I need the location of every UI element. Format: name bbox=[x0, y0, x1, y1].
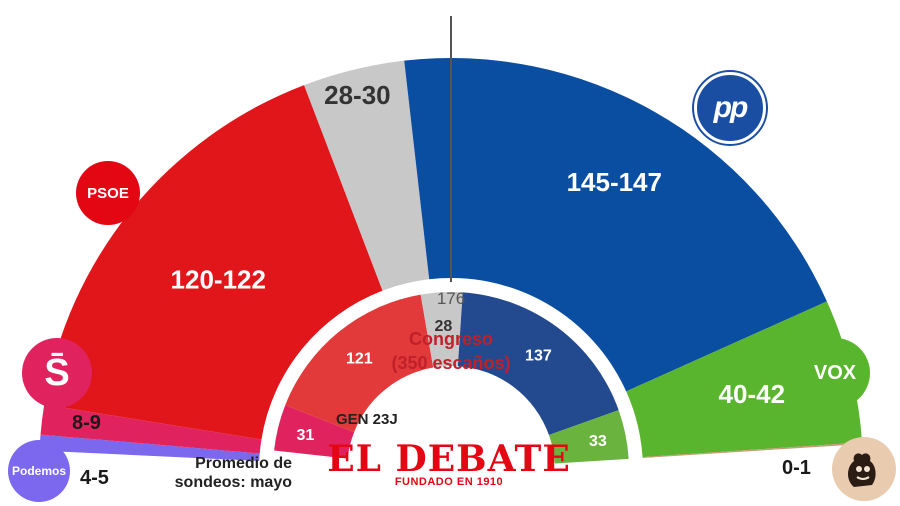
inner-ring-label-pp: 137 bbox=[525, 347, 552, 364]
salf-range-label: 0-1 bbox=[782, 457, 811, 479]
podemos-logo: Podemos bbox=[8, 440, 70, 502]
center-title: Congreso bbox=[409, 329, 493, 349]
vox-logo: VOX bbox=[800, 338, 870, 408]
polls-note-line2: sondeos: mayo bbox=[174, 474, 292, 491]
inner-ring-segment-sumar bbox=[274, 405, 355, 459]
outer-ring-segment-vox bbox=[626, 301, 863, 458]
inner-ring-segment-psoe bbox=[285, 294, 434, 433]
inner-ring-segment-pp bbox=[457, 292, 619, 436]
majority-label: 176 bbox=[437, 289, 465, 308]
outer-ring bbox=[39, 57, 863, 461]
outer-ring-label-otros: 28-30 bbox=[324, 80, 391, 110]
polls-note: Promedio de sondeos: mayo bbox=[168, 454, 292, 492]
polls-note-line1: Promedio de bbox=[195, 455, 292, 472]
outer-ring-segment-pp bbox=[404, 57, 827, 392]
brand-tagline: FUNDADO EN 1910 bbox=[394, 476, 504, 488]
baseline-mask bbox=[0, 470, 900, 506]
outer-ring-label-vox: 40-42 bbox=[719, 379, 786, 409]
inner-ring-segment-vox bbox=[548, 410, 629, 464]
ring-labels: 120-122 28-30 145-147 40-42 31 121 28 137 33 bbox=[171, 80, 785, 450]
sumar-range-label: 8-9 bbox=[72, 412, 101, 434]
inner-ring-segment-otros bbox=[420, 292, 463, 368]
outer-ring-segment-sumar bbox=[40, 404, 262, 454]
el-debate-logo: EL DEBATE FUNDADO EN 1910 bbox=[318, 438, 580, 488]
podemos-range-label: 4-5 bbox=[80, 467, 109, 489]
inner-ring-label-vox: 33 bbox=[589, 433, 607, 450]
inner-ring-caption: GEN 23J bbox=[336, 411, 398, 428]
outer-ring-segment-salf bbox=[642, 442, 863, 458]
outer-ring-segment-psoe bbox=[44, 85, 383, 440]
outer-ring-segment-podemos bbox=[39, 434, 260, 461]
center-subtitle: (350 escaños) bbox=[391, 353, 510, 373]
psoe-logo: PSOE bbox=[76, 161, 140, 225]
pp-logo: pp bbox=[694, 72, 766, 144]
outer-ring-label-psoe: 120-122 bbox=[171, 265, 266, 295]
salf-logo bbox=[832, 437, 896, 501]
brand-name: EL DEBATE bbox=[327, 438, 571, 480]
inner-ring bbox=[274, 292, 629, 464]
outer-ring-segment-otros bbox=[304, 60, 430, 291]
inner-ring-label-otros: 28 bbox=[434, 318, 452, 335]
inner-ring-label-psoe: 121 bbox=[346, 351, 373, 368]
inner-ring-label-sumar: 31 bbox=[296, 427, 314, 444]
outer-ring-label-pp: 145-147 bbox=[567, 167, 662, 197]
squirrel-icon bbox=[848, 453, 876, 487]
sumar-logo: S̄ bbox=[22, 338, 92, 408]
